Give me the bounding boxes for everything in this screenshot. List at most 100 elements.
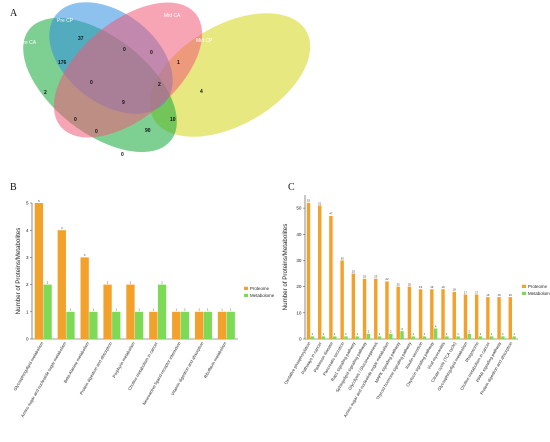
chart-b-bar-proteome [103, 284, 112, 339]
chart-c-bar-proteome [351, 273, 356, 339]
chart-c-data-label: 2 [468, 330, 470, 334]
chart-c-data-label: 25 [352, 269, 356, 273]
chart-b-data-label: 1 [184, 308, 186, 312]
chart-c-data-label: 3 [401, 327, 403, 331]
chart-c-legend-swatch-metabolome [522, 291, 526, 295]
chart-c-data-label: 1 [513, 332, 515, 336]
venn-diagram: A Pre CP Mid CA Pre CA Mid CP 37 0 2 4 1… [10, 2, 311, 158]
chart-b-bar-metabolome [203, 311, 212, 339]
count-pre-ca-mid-ca-mid-cp: 0 [95, 129, 98, 135]
chart-c-bar-metabolome [310, 336, 315, 339]
chart-b-data-label: 1 [221, 308, 223, 312]
chart-c-bar-metabolome [411, 336, 415, 339]
chart-c-y-tick-label: 0 [299, 337, 302, 342]
chart-c-data-label: 1 [412, 332, 414, 336]
bar-chart-c: 0 10 20 30 40 50 Number of Proteins/Metabolite… [282, 195, 550, 418]
chart-c-legend-label: Metabolome [528, 291, 550, 296]
chart-c-data-label: 20 [408, 282, 412, 286]
chart-c-bar-metabolome [478, 336, 483, 339]
chart-c-data-label: 30 [341, 256, 345, 260]
chart-c-data-label: 1 [356, 332, 358, 336]
chart-c-bar-metabolome [366, 333, 371, 339]
chart-b-category-label: Porphyrin metabolism [111, 341, 136, 379]
panel-letter-b: B [10, 182, 17, 193]
chart-c-data-label: 22 [385, 277, 389, 281]
chart-c-bar-proteome [463, 294, 468, 339]
chart-c-data-label: 16 [509, 293, 513, 297]
chart-c-bar-metabolome [389, 333, 393, 339]
chart-c-data-label: 18 [453, 288, 457, 292]
chart-c-data-label: 19 [419, 285, 423, 289]
chart-c-data-label: 1 [502, 332, 504, 336]
chart-b-data-label: 1 [153, 308, 155, 312]
chart-c-bar-metabolome [377, 336, 382, 339]
count-pre-cp-mid-ca-mid-cp: 2 [158, 82, 161, 88]
count-pre-cp-only: 37 [78, 36, 84, 42]
chart-b-category-label: Neuroactive ligand-receptor interaction [141, 340, 182, 405]
chart-b-legend-swatch-proteome [244, 286, 248, 290]
chart-c-data-label: 1 [424, 332, 426, 336]
chart-c-bar-metabolome [422, 336, 427, 339]
chart-b-bar-metabolome [112, 311, 121, 339]
chart-b-bar-proteome [149, 311, 158, 339]
count-pre-cp-mid-ca: 0 [123, 47, 126, 53]
chart-c-bar-metabolome [433, 328, 438, 339]
chart-c-bar-proteome [497, 297, 501, 339]
chart-c-bar-proteome [374, 278, 378, 339]
chart-c-bar-proteome [452, 291, 456, 339]
chart-b-legend-label: Proteome [250, 286, 270, 291]
chart-b-bar-proteome [172, 311, 181, 339]
chart-b-data-label: 1 [207, 308, 209, 312]
chart-b-bar-proteome [217, 311, 227, 339]
chart-c-data-label: 23 [363, 275, 367, 279]
chart-c-bar-proteome [474, 294, 479, 339]
chart-b-legend-label: Metabolome [250, 293, 275, 298]
chart-c-bar-proteome [508, 297, 512, 339]
chart-c-bar-proteome [362, 278, 367, 339]
chart-b-bar-metabolome [89, 311, 98, 339]
chart-c-bar-proteome [407, 286, 412, 339]
chart-b-y-tick-label: 5 [26, 201, 29, 206]
chart-c-data-label: 17 [475, 290, 479, 294]
chart-c-bar-metabolome [467, 333, 471, 339]
chart-c-bar-proteome [318, 205, 322, 339]
chart-c-bar-metabolome [344, 336, 348, 339]
set-ellipse-mid-ca [53, 2, 203, 138]
count-pre-ca-pre-cp-mid-cp: 90 [145, 128, 151, 134]
chart-c-y-tick-label: 20 [296, 284, 302, 289]
chart-c-data-label: 2 [368, 330, 370, 334]
chart-b-category-label: Beta-Alanine metabolism [62, 341, 90, 384]
chart-b-data-label: 2 [47, 280, 49, 284]
set-label-mid-ca: Mid CA [164, 13, 181, 19]
chart-b-y-tick-label: 4 [26, 228, 29, 233]
count-pre-ca-pre-cp: 176 [58, 60, 67, 66]
chart-b-y-tick-label: 0 [26, 337, 29, 342]
chart-b-category-label: Riboflavin metabolism [203, 341, 228, 379]
chart-c-bar-proteome [441, 289, 445, 339]
chart-b-data-label: 1 [230, 308, 232, 312]
chart-c-bar-proteome [306, 202, 311, 339]
count-mid-cp-only: 4 [200, 89, 203, 95]
chart-b-bar-metabolome [43, 284, 52, 339]
count-pre-cp-mid-cp: 10 [170, 117, 176, 123]
chart-b-bar-metabolome [157, 284, 167, 339]
chart-c-legend-swatch-proteome [522, 284, 526, 288]
chart-c-bar-metabolome [489, 336, 494, 339]
chart-c-bar-metabolome [321, 336, 326, 339]
chart-c-bar-metabolome [445, 336, 449, 339]
chart-b-data-label: 2 [107, 280, 109, 284]
chart-c-data-label: 1 [480, 332, 482, 336]
chart-c-data-label: 19 [441, 285, 445, 289]
chart-c-legend-label: Proteome [528, 284, 548, 289]
count-pre-ca-pre-cp-mid-ca: 0 [90, 80, 93, 86]
chart-c-data-label: 47 [329, 212, 333, 216]
chart-c-data-label: 1 [323, 332, 325, 336]
panel-letter-c: C [288, 182, 295, 193]
chart-c-bar-metabolome [512, 336, 516, 339]
chart-c-data-label: 23 [374, 275, 378, 279]
chart-c-bar-proteome [418, 289, 423, 339]
chart-b-data-label: 2 [130, 280, 132, 284]
chart-c-bar-proteome [396, 286, 400, 339]
